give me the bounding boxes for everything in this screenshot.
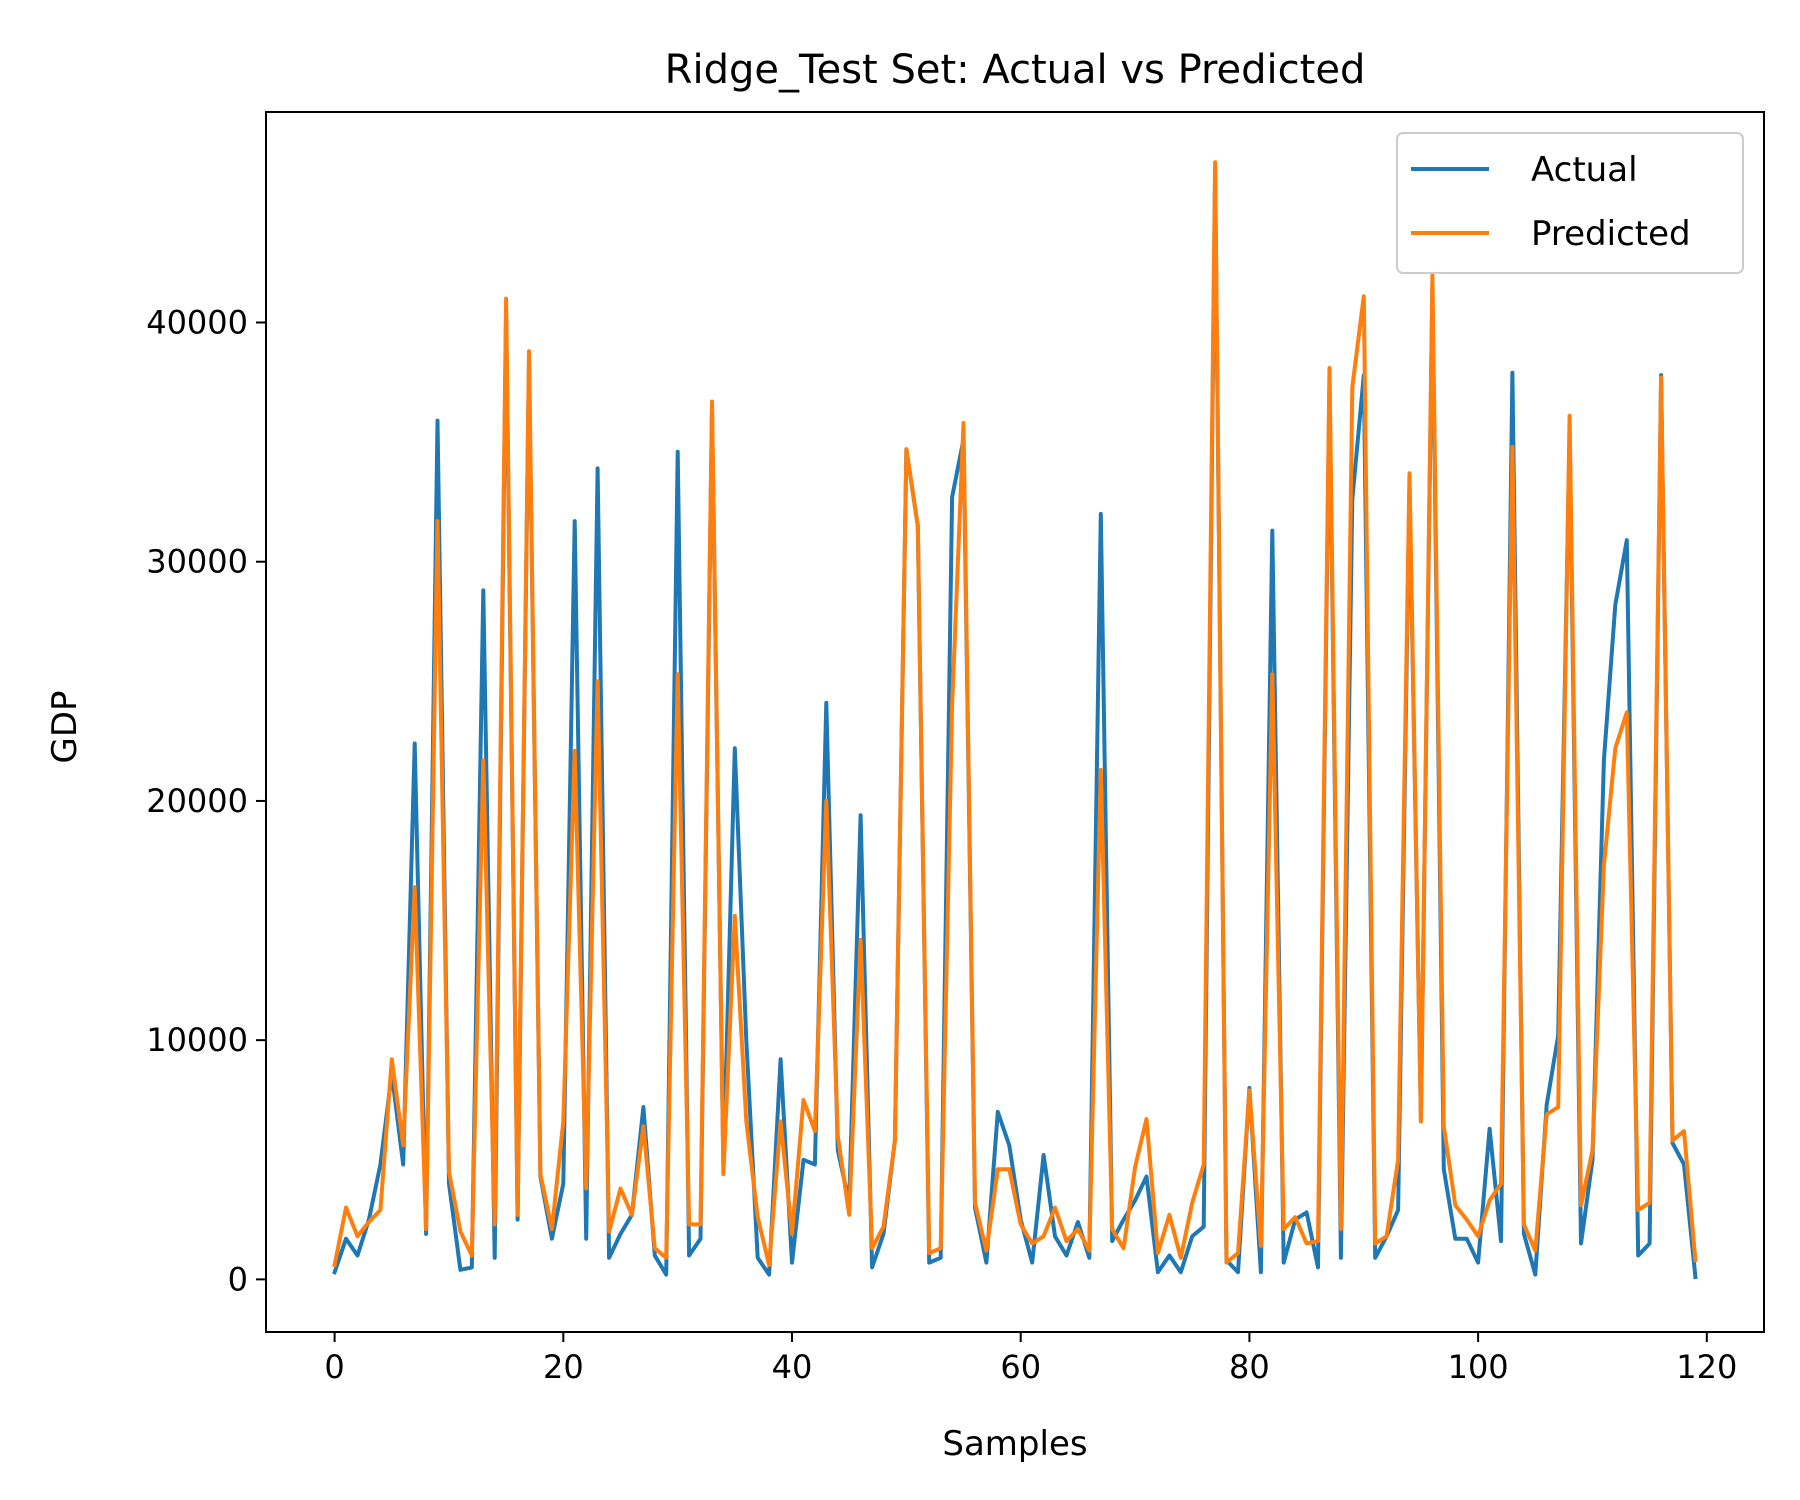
y-tick-label: 10000	[146, 1021, 248, 1059]
plot-area	[265, 111, 1765, 1333]
x-axis: 0 20 40 60 80 100 120	[324, 1332, 1737, 1386]
axes-frame	[265, 111, 1765, 1333]
x-axis-label: Samples	[942, 1424, 1087, 1464]
x-tick-label: 60	[1000, 1348, 1041, 1386]
series-layer	[332, 160, 1698, 1280]
x-tick-label: 40	[772, 1348, 813, 1386]
x-tick-label: 100	[1448, 1348, 1509, 1386]
y-tick-label: 0	[228, 1260, 248, 1298]
x-tick-label: 20	[543, 1348, 584, 1386]
legend-label-actual: Actual	[1531, 150, 1638, 190]
series-line-actual	[332, 169, 1698, 1280]
x-tick-label: 80	[1229, 1348, 1270, 1386]
x-tick-label: 0	[324, 1348, 344, 1386]
series-line-predicted	[332, 160, 1698, 1268]
legend: Actual Predicted	[1396, 132, 1744, 274]
y-tick-label: 40000	[146, 304, 248, 342]
y-axis-label: GDP	[45, 690, 85, 763]
y-axis: 0 10000 20000 30000 40000	[146, 304, 266, 1298]
legend-label-predicted: Predicted	[1531, 214, 1691, 254]
y-tick-label: 30000	[146, 543, 248, 581]
y-tick-label: 20000	[146, 782, 248, 820]
chart-title: Ridge_Test Set: Actual vs Predicted	[665, 47, 1366, 93]
x-tick-label: 120	[1676, 1348, 1737, 1386]
